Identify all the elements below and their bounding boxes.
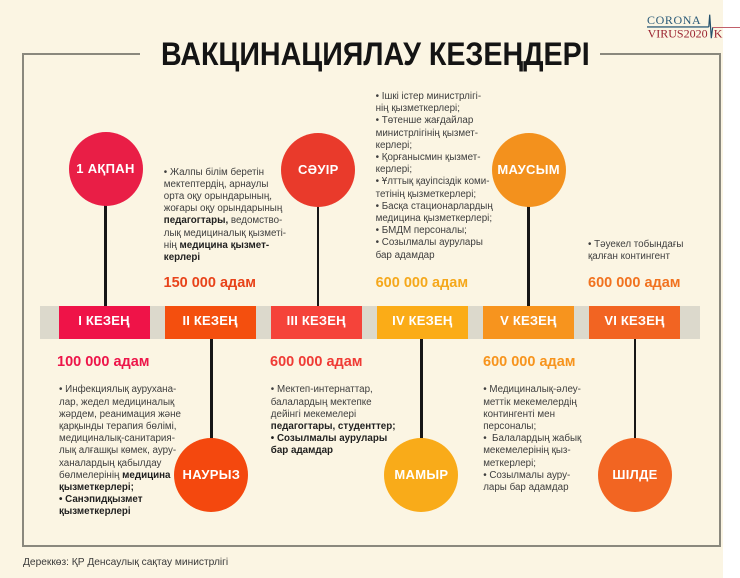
svg-text:K: K	[714, 26, 723, 40]
svg-text:CORONA: CORONA	[647, 13, 701, 27]
svg-text:VIRUS2020: VIRUS2020	[648, 26, 708, 40]
